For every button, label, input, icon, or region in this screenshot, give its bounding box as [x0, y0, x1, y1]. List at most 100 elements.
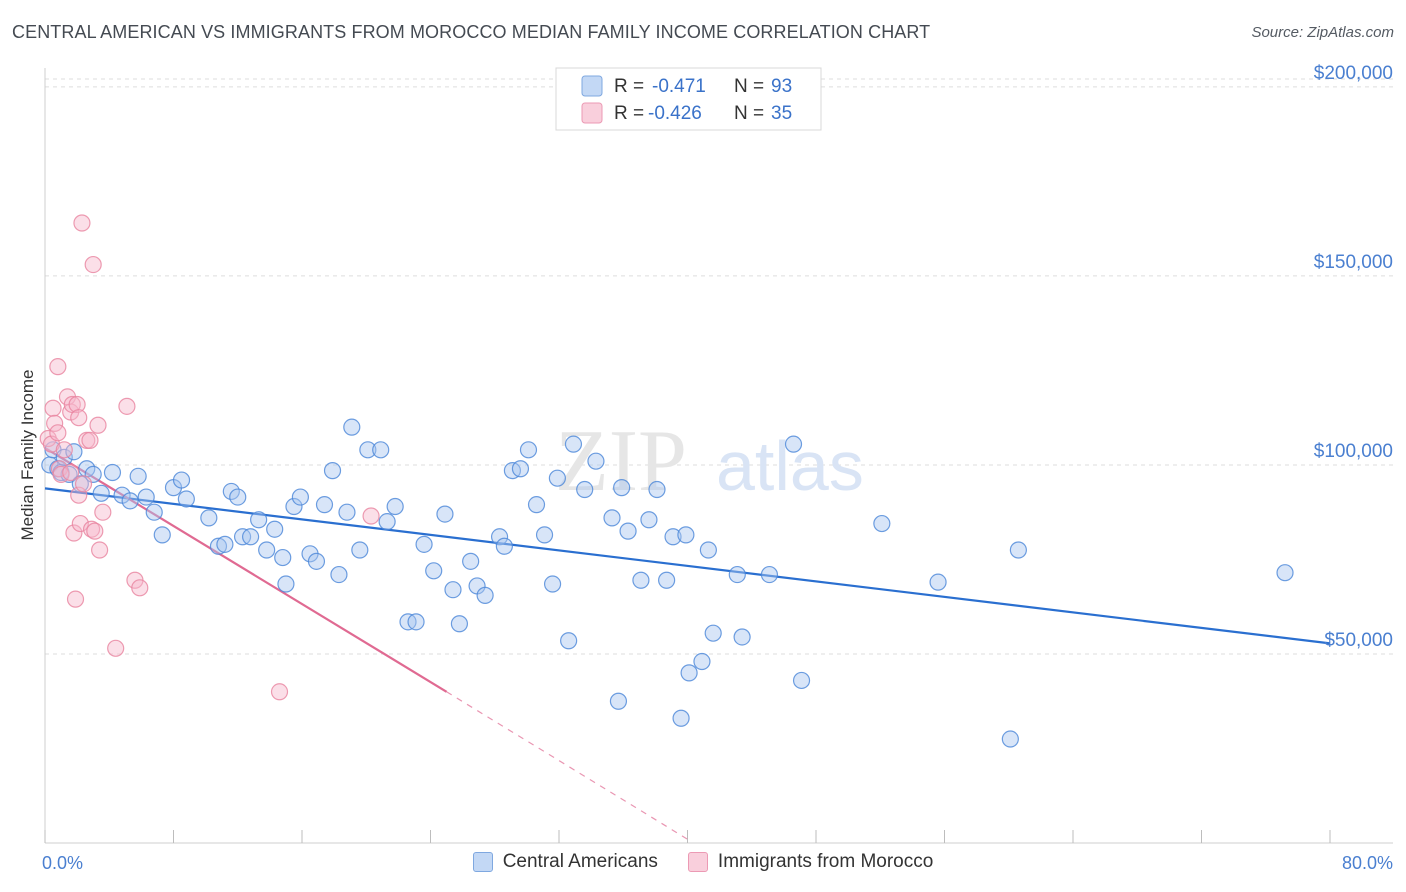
point-central-americans: [543, 575, 562, 593]
point-central-americans: [476, 586, 494, 604]
point-central-americans: [1001, 730, 1019, 748]
y-tick-label: $50,000: [1324, 630, 1393, 651]
y-tick-label: $200,000: [1314, 63, 1393, 84]
legend-swatch-blue: [581, 75, 603, 97]
point-central-americans: [343, 418, 361, 436]
point-central-americans: [229, 488, 247, 506]
point-immigrants-morocco: [49, 424, 67, 442]
legend-r-value-1: -0.471: [652, 76, 706, 97]
trend-line-immigrants-morocco: [44, 446, 448, 693]
point-immigrants-morocco: [107, 639, 125, 657]
point-central-americans: [564, 435, 583, 453]
x-tick-label-max: 80.0%: [1342, 853, 1393, 873]
point-central-americans: [177, 490, 195, 508]
y-axis-label: Median Family Income: [18, 369, 37, 540]
point-central-americans: [378, 513, 396, 531]
point-central-americans: [103, 463, 122, 482]
point-central-americans: [145, 503, 163, 521]
point-immigrants-morocco: [46, 414, 64, 432]
point-immigrants-morocco: [68, 395, 86, 414]
point-central-americans: [153, 526, 171, 544]
point-immigrants-morocco: [55, 441, 73, 459]
point-central-americans: [266, 520, 284, 538]
point-central-americans: [425, 562, 443, 580]
point-central-americans: [693, 652, 711, 671]
chart-title: CENTRAL AMERICAN VS IMMIGRANTS FROM MORO…: [12, 22, 931, 42]
x-tick-label-min: 0.0%: [42, 853, 83, 873]
point-central-americans: [613, 479, 631, 497]
point-immigrants-morocco: [73, 214, 91, 232]
point-immigrants-morocco: [81, 431, 99, 449]
point-immigrants-morocco: [86, 522, 104, 540]
point-central-americans: [372, 441, 390, 459]
point-central-americans: [351, 541, 369, 559]
point-immigrants-morocco: [65, 524, 83, 542]
point-central-americans: [415, 535, 433, 553]
point-immigrants-morocco: [91, 541, 109, 559]
point-immigrants-morocco: [89, 416, 107, 434]
point-central-americans: [436, 505, 454, 523]
point-central-americans: [603, 509, 621, 527]
legend-n-label-1: N =: [734, 76, 764, 97]
point-central-americans: [490, 528, 509, 546]
point-immigrants-morocco: [74, 475, 93, 493]
legend-n-value-1: 93: [771, 76, 792, 97]
point-central-americans: [1276, 564, 1294, 582]
point-central-americans: [511, 460, 530, 478]
point-central-americans: [359, 441, 377, 459]
point-central-americans: [250, 511, 268, 529]
source-label: Source: ZipAtlas.com: [1251, 24, 1394, 41]
y-tick-label: $150,000: [1314, 252, 1393, 273]
legend-label-central-americans: Central Americans: [502, 851, 658, 872]
trend-line-central-americans: [44, 487, 1331, 645]
point-central-americans: [648, 480, 666, 499]
point-immigrants-morocco: [270, 683, 289, 701]
point-central-americans: [291, 488, 309, 506]
point-central-americans: [699, 541, 717, 559]
point-central-americans: [784, 435, 803, 453]
legend-n-label-2: N =: [734, 103, 764, 124]
point-central-americans: [258, 541, 276, 559]
point-immigrants-morocco: [66, 590, 85, 608]
stats-legend: R = -0.471 N = 93 R = -0.426 N = 35: [555, 67, 822, 131]
legend-item-immigrants-morocco: Immigrants from Morocco: [687, 851, 934, 873]
point-immigrants-morocco: [44, 399, 62, 417]
point-central-americans: [137, 488, 155, 506]
legend-label-immigrants-morocco: Immigrants from Morocco: [717, 851, 934, 872]
point-central-americans: [209, 537, 228, 555]
point-immigrants-morocco: [131, 579, 149, 597]
point-immigrants-morocco: [49, 358, 67, 376]
point-immigrants-morocco: [62, 463, 80, 482]
legend-swatch-central-americans: [472, 852, 493, 872]
point-central-americans: [677, 526, 695, 544]
point-central-americans: [632, 571, 650, 589]
point-central-americans: [407, 613, 425, 631]
legend-swatch-pink: [581, 102, 603, 124]
point-central-americans: [519, 441, 538, 459]
point-central-americans: [307, 552, 326, 570]
point-central-americans: [462, 552, 480, 570]
point-central-americans: [548, 469, 566, 487]
point-central-americans: [640, 511, 658, 529]
trend-line-extension-immigrants-morocco: [446, 691, 688, 840]
point-immigrants-morocco: [84, 255, 102, 274]
point-central-americans: [274, 548, 292, 567]
point-central-americans: [121, 492, 139, 510]
point-central-americans: [576, 480, 594, 499]
watermark-atlas: atlas: [716, 427, 864, 505]
point-central-americans: [680, 664, 698, 682]
point-central-americans: [658, 571, 676, 589]
point-immigrants-morocco: [94, 503, 112, 521]
point-immigrants-morocco: [70, 409, 88, 427]
watermark-zip: ZIP: [555, 413, 687, 510]
point-central-americans: [444, 581, 462, 599]
point-central-americans: [129, 467, 147, 485]
axes: [44, 68, 1393, 844]
point-immigrants-morocco: [362, 507, 380, 525]
point-central-americans: [277, 575, 295, 593]
point-central-americans: [242, 528, 260, 546]
point-immigrants-morocco: [118, 397, 136, 415]
point-central-americans: [450, 615, 469, 633]
data-points: [39, 214, 1294, 748]
point-central-americans: [609, 692, 628, 710]
